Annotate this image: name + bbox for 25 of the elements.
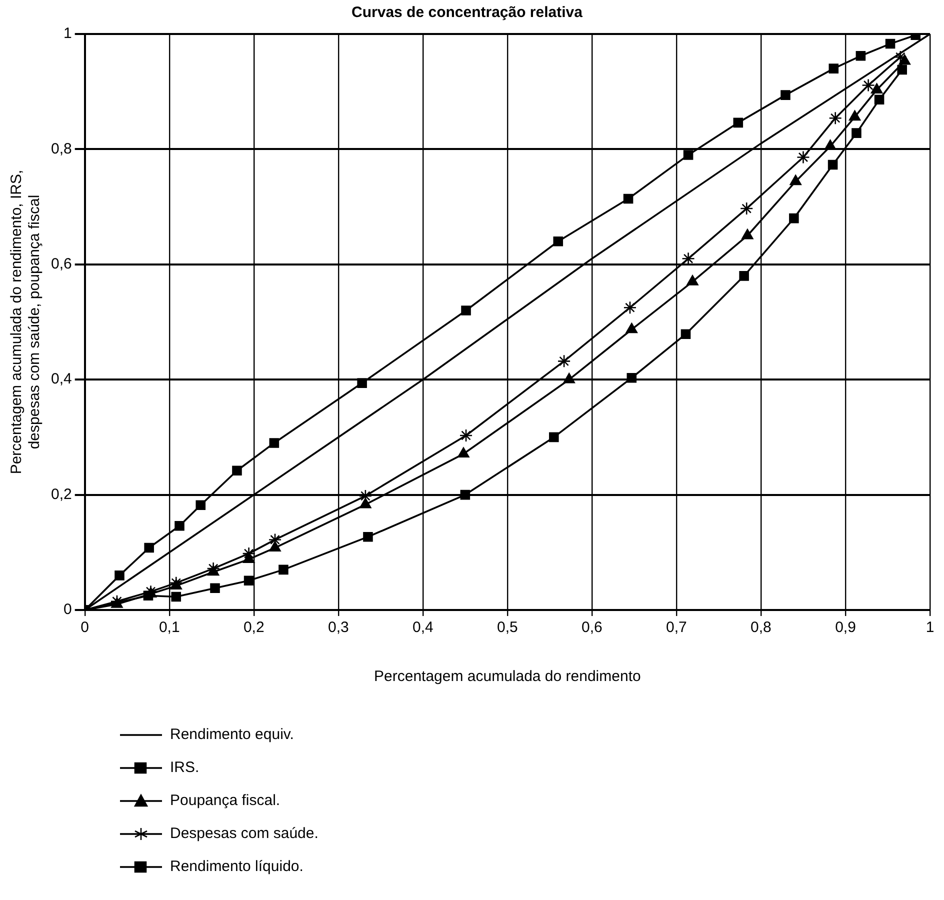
x-tick-label: 0,3 <box>328 619 349 636</box>
legend-label: Rendimento líquido. <box>170 858 304 875</box>
y-tick-label: 0,6 <box>50 256 72 273</box>
y-tick-label: 0 <box>64 601 72 618</box>
x-tick-label: 0,8 <box>750 619 772 636</box>
x-tick-label: 0,9 <box>835 619 856 636</box>
chart-title: Curvas de concentração relativa <box>352 4 584 22</box>
x-tick-label: 0,6 <box>582 619 602 636</box>
x-tick-label: 0,2 <box>243 619 264 636</box>
y-tick-label: 0,2 <box>50 486 72 503</box>
x-tick-label: 0,5 <box>496 619 518 636</box>
x-tick-label: 1 <box>926 619 934 636</box>
x-axis-title: Percentagem acumulada do rendimento <box>374 668 641 686</box>
x-tick-label: 0,1 <box>158 619 180 636</box>
y-tick-label: 0,4 <box>50 370 72 388</box>
x-tick-label: 0,4 <box>412 619 434 636</box>
y-axis-title: Percentagem acumulada do rendimento, IRS, despesas com saúde, poupança fiscal <box>8 170 44 474</box>
legend-label: Poupança fiscal. <box>170 792 280 809</box>
y-tick-label: 1 <box>64 25 72 42</box>
legend-label: Despesas com saúde. <box>170 825 318 842</box>
legend-label: Rendimento equiv. <box>170 726 294 743</box>
x-tick-label: 0,7 <box>666 619 687 636</box>
legend-label: IRS. <box>170 759 200 776</box>
y-tick-label: 0,8 <box>50 140 72 158</box>
x-tick-label: 0 <box>80 619 90 636</box>
